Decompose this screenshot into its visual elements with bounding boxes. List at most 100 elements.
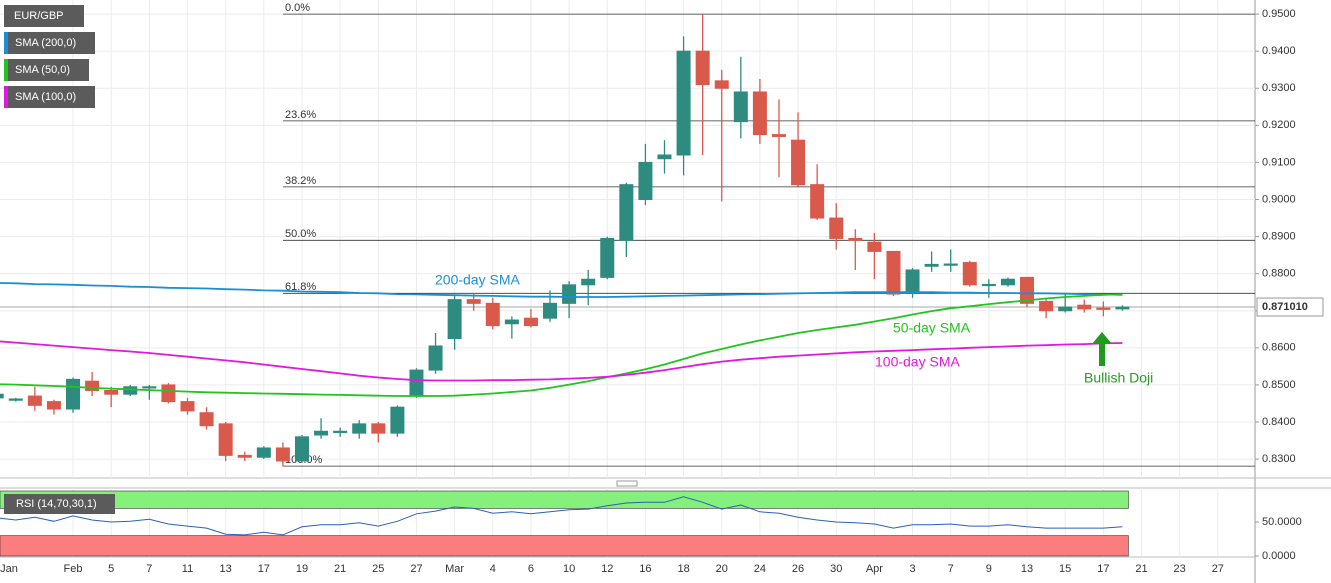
- candle-body: [294, 436, 309, 462]
- fib-label: 0.0%: [285, 2, 310, 14]
- candle-body: [0, 393, 4, 399]
- candle-body: [695, 50, 710, 86]
- fib-label: 50.0%: [285, 228, 316, 240]
- legend-swatch: [4, 86, 8, 108]
- x-tick-label: 18: [677, 563, 689, 575]
- candle-body: [85, 380, 100, 391]
- candle-body: [371, 423, 386, 434]
- last-price-label: 0.871010: [1262, 301, 1308, 313]
- candle-body: [771, 134, 786, 137]
- candle-body: [1058, 306, 1073, 312]
- x-tick-label: 17: [258, 563, 270, 575]
- x-tick-label: 13: [220, 563, 232, 575]
- candle-body: [104, 389, 119, 395]
- annotation-arrow-head: [1092, 332, 1112, 344]
- candle-body: [867, 241, 882, 252]
- candle-body: [733, 91, 748, 123]
- candle-body: [1039, 300, 1054, 312]
- candle-body: [1020, 276, 1035, 304]
- sma-line: [0, 282, 1123, 298]
- legend-box: [4, 59, 89, 81]
- x-tick-label: 7: [948, 563, 954, 575]
- annotation: 50-day SMA: [893, 320, 971, 336]
- sma-line: [0, 293, 1123, 397]
- rsi-oversold-band: [0, 535, 1129, 557]
- legend-swatch: [4, 32, 8, 54]
- rsi-overbought-band: [0, 490, 1129, 509]
- x-tick-label: 30: [830, 563, 842, 575]
- x-tick-label: Feb: [64, 563, 83, 575]
- x-tick-label: 27: [410, 563, 422, 575]
- x-tick-label: 11: [182, 563, 193, 575]
- legend-label: EUR/GBP: [14, 10, 64, 22]
- candle-body: [562, 284, 577, 304]
- legend-label: SMA (50,0): [15, 64, 70, 76]
- candle-body: [714, 80, 729, 89]
- y-tick-label: 0.9100: [1262, 156, 1296, 168]
- candle-body: [333, 430, 348, 433]
- x-tick-label: 16: [639, 563, 651, 575]
- candle-body: [810, 184, 825, 219]
- x-tick-label: 4: [490, 563, 496, 575]
- candle-body: [657, 154, 672, 160]
- x-tick-label: Mar: [445, 563, 464, 575]
- candle-body: [886, 250, 901, 295]
- overlay: 200-day SMA 50-day SMA 100-day SMA Bullish …: [435, 272, 1153, 386]
- candle-body: [581, 278, 596, 286]
- x-tick-label: 6: [528, 563, 534, 575]
- legend-box: [4, 86, 95, 108]
- candle-body: [848, 237, 863, 241]
- y-tick-label: 0.9200: [1262, 119, 1296, 131]
- candle-body: [275, 447, 290, 462]
- candle-body: [485, 302, 500, 327]
- rsi-y-tick-label: 0.0000: [1262, 550, 1296, 562]
- candle-body: [619, 184, 634, 241]
- candle-body: [504, 319, 519, 325]
- x-tick-label: 27: [1212, 563, 1224, 575]
- y-tick-label: 0.8300: [1262, 453, 1296, 465]
- legend-swatch: [4, 59, 8, 81]
- candle-body: [390, 406, 405, 434]
- candle-body: [447, 299, 462, 340]
- x-tick-label: 19: [296, 563, 308, 575]
- candle-body: [791, 139, 806, 186]
- last-price-box: [1256, 297, 1324, 317]
- sma-line: [0, 340, 1123, 382]
- candle-body: [1077, 304, 1092, 310]
- x-tick-label: 9: [986, 563, 992, 575]
- candle-body: [352, 423, 367, 434]
- candle-body: [142, 386, 157, 389]
- x-tick-label: 20: [716, 563, 728, 575]
- x-tick-label: Apr: [866, 563, 883, 575]
- candle-body: [27, 395, 42, 406]
- y-tick-label: 0.9000: [1262, 193, 1296, 205]
- rsi-y-tick-label: 50.0000: [1262, 516, 1302, 528]
- candle-body: [829, 217, 844, 239]
- x-tick-label: 21: [334, 563, 346, 575]
- annotation: Bullish Doji: [1084, 370, 1153, 386]
- plot: [0, 14, 1130, 467]
- candle-body: [943, 263, 958, 266]
- x-tick-label: 17: [1097, 563, 1109, 575]
- candle-body: [409, 369, 424, 397]
- panel-resize-handle[interactable]: [616, 480, 638, 487]
- candle-body: [981, 283, 996, 287]
- candle-body: [600, 237, 615, 278]
- y-tick-label: 0.8600: [1262, 342, 1296, 354]
- fib-label: 23.6%: [285, 109, 316, 121]
- candle-body: [66, 378, 81, 410]
- candle-body: [466, 299, 481, 304]
- legend-box: [4, 32, 95, 54]
- rsi-line: [0, 496, 1123, 536]
- candle-body: [237, 454, 252, 458]
- legend-label: SMA (100,0): [15, 91, 76, 103]
- y-tick-label: 0.8400: [1262, 416, 1296, 428]
- candle-body: [905, 269, 920, 293]
- candle-body: [676, 50, 691, 156]
- annotation: 200-day SMA: [435, 272, 520, 288]
- candle-body: [123, 386, 138, 395]
- x-tick-label: 24: [754, 563, 766, 575]
- rsi-legend-label: RSI (14,70,30,1): [16, 498, 97, 510]
- candle-body: [752, 91, 767, 136]
